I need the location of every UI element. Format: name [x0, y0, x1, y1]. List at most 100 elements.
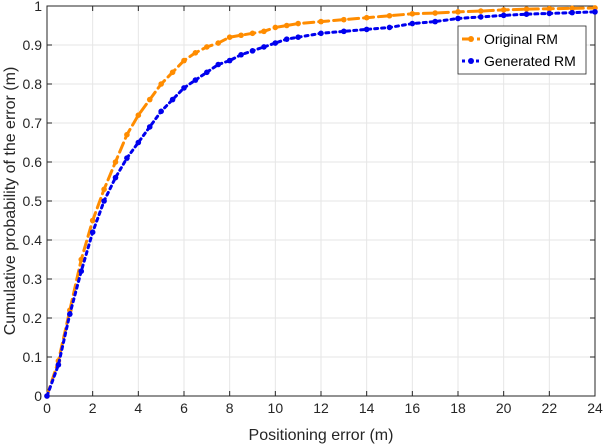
data-point-generated-rm: [146, 124, 153, 130]
data-point-original-rm: [226, 34, 233, 40]
data-point-original-rm: [112, 159, 119, 165]
series-line-original-rm: [45, 6, 597, 398]
x-tick-label: 20: [496, 400, 512, 416]
y-tick-label: 0.8: [23, 76, 43, 92]
data-point-generated-rm: [283, 36, 290, 42]
data-point-generated-rm: [204, 69, 210, 76]
y-tick-label: 0.9: [23, 37, 43, 53]
data-point-original-rm: [78, 256, 85, 263]
series-generated-rm: [44, 9, 598, 399]
y-tick-label: 0.3: [23, 271, 43, 287]
legend-box: [457, 25, 587, 75]
data-point-generated-rm: [455, 15, 461, 22]
data-point-generated-rm: [523, 11, 530, 17]
data-point-generated-rm: [318, 30, 324, 37]
y-axis-label: Cumulative probability of the error (m): [2, 67, 19, 336]
data-point-generated-rm: [432, 18, 438, 25]
data-point-generated-rm: [238, 51, 244, 58]
legend-entry-generated-rm: Generated RM: [484, 53, 576, 69]
data-point-original-rm: [478, 8, 484, 14]
data-point-original-rm: [318, 18, 324, 25]
data-point-generated-rm: [181, 85, 187, 91]
data-point-generated-rm: [341, 28, 347, 35]
data-point-generated-rm: [295, 34, 301, 40]
data-point-generated-rm: [78, 268, 85, 275]
series-group: [44, 5, 598, 399]
axis-ticks: 0 2 4 6 8 10 12 14 16 18 20 22 2400.10.20.30.40.50.6…: [23, 0, 603, 416]
data-point-original-rm: [283, 22, 290, 29]
x-tick-label: 16: [405, 400, 421, 416]
x-tick-label: 8: [226, 400, 234, 416]
data-point-original-rm: [204, 44, 210, 50]
legend-marker-generated-rm: [468, 58, 474, 64]
data-point-original-rm: [101, 186, 107, 193]
data-point-generated-rm: [192, 77, 199, 83]
x-tick-label: 18: [450, 400, 466, 416]
data-point-original-rm: [455, 9, 461, 15]
data-point-generated-rm: [478, 14, 484, 20]
data-point-original-rm: [592, 5, 598, 11]
data-point-original-rm: [546, 5, 553, 12]
data-point-generated-rm: [135, 139, 142, 146]
data-point-generated-rm: [112, 174, 119, 181]
data-point-original-rm: [409, 11, 416, 17]
y-tick-label: 0.7: [23, 115, 43, 131]
data-point-original-rm: [272, 24, 279, 31]
data-point-original-rm: [295, 20, 301, 27]
data-point-original-rm: [124, 131, 130, 138]
y-tick-label: 0: [34, 388, 42, 404]
data-point-original-rm: [192, 50, 199, 56]
data-point-original-rm: [181, 57, 187, 64]
x-tick-label: 12: [313, 400, 329, 416]
x-tick-label: 2: [89, 400, 97, 416]
data-point-original-rm: [135, 112, 142, 118]
data-point-generated-rm: [158, 108, 164, 115]
data-point-generated-rm: [124, 155, 130, 161]
y-tick-label: 0.5: [23, 193, 43, 209]
data-point-generated-rm: [101, 198, 107, 204]
series-original-rm: [44, 5, 598, 399]
y-tick-label: 0.2: [23, 310, 43, 326]
data-point-original-rm: [169, 69, 176, 76]
data-point-generated-rm: [272, 40, 279, 46]
y-tick-label: 0.1: [23, 349, 43, 365]
data-point-generated-rm: [409, 20, 416, 27]
data-point-generated-rm: [169, 96, 176, 103]
data-point-original-rm: [386, 12, 393, 19]
data-point-original-rm: [158, 81, 164, 87]
data-point-original-rm: [215, 40, 222, 46]
series-line-generated-rm: [45, 10, 597, 398]
data-point-original-rm: [341, 16, 347, 23]
y-tick-label: 1: [34, 0, 42, 14]
data-point-generated-rm: [363, 26, 370, 33]
data-point-generated-rm: [89, 229, 96, 235]
data-point-generated-rm: [44, 393, 50, 399]
data-point-original-rm: [146, 96, 153, 103]
data-point-generated-rm: [500, 12, 507, 19]
data-point-generated-rm: [592, 9, 598, 15]
x-tick-label: 14: [359, 400, 375, 416]
data-point-original-rm: [363, 14, 370, 21]
x-tick-label: 6: [180, 400, 188, 416]
data-point-original-rm: [523, 6, 530, 12]
data-point-original-rm: [238, 32, 244, 39]
data-point-generated-rm: [249, 48, 256, 54]
x-axis-label: Positioning error (m): [249, 427, 394, 444]
data-point-generated-rm: [215, 61, 222, 68]
x-tick-label: 4: [134, 400, 142, 416]
data-point-original-rm: [89, 217, 96, 224]
data-point-original-rm: [249, 30, 256, 37]
data-point-generated-rm: [569, 9, 575, 16]
data-point-original-rm: [569, 5, 575, 12]
x-tick-label: 22: [542, 400, 558, 416]
y-tick-label: 0.4: [23, 232, 43, 248]
data-point-original-rm: [432, 10, 438, 16]
data-point-generated-rm: [386, 24, 393, 31]
data-point-original-rm: [500, 7, 507, 13]
data-point-generated-rm: [546, 10, 553, 17]
data-point-generated-rm: [67, 311, 73, 317]
x-tick-label: 24: [587, 400, 603, 416]
legend-entry-original-rm: Original RM: [484, 31, 558, 47]
y-tick-label: 0.6: [23, 154, 43, 170]
